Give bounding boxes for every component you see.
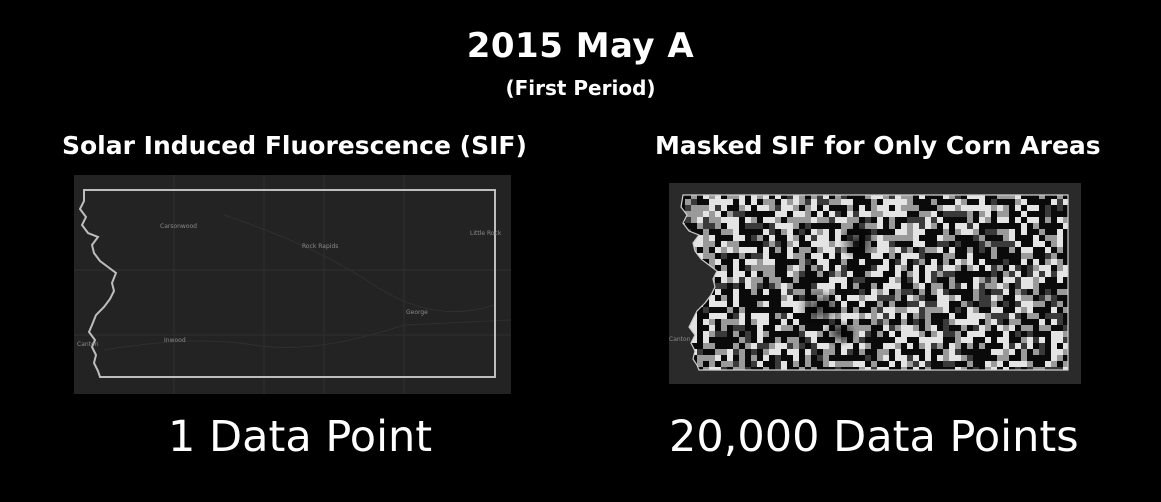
right-data-point-count: 20,000 Data Points xyxy=(669,412,1079,462)
map-label-george: George xyxy=(406,309,428,316)
right-panel-title: Masked SIF for Only Corn Areas xyxy=(655,131,1101,160)
map-label-canton: Canton xyxy=(77,341,99,348)
map-label-inwood: Inwood xyxy=(164,337,186,344)
masked-sif-map-graphic: Canton xyxy=(669,194,1069,371)
left-data-point-count: 1 Data Point xyxy=(168,412,433,462)
sif-map-graphic: Carsonwood Rock Rapids Little Rock Georg… xyxy=(74,175,511,394)
map-label-little-rock: Little Rock xyxy=(470,230,502,237)
map-label-rock-rapids: Rock Rapids xyxy=(302,243,338,250)
map-label-carsonwood: Carsonwood xyxy=(160,223,197,230)
sif-county-map: Carsonwood Rock Rapids Little Rock Georg… xyxy=(74,175,511,394)
masked-sif-corn-map: Canton xyxy=(669,183,1081,384)
page-subtitle: (First Period) xyxy=(505,76,656,100)
left-panel-title: Solar Induced Fluorescence (SIF) xyxy=(62,131,527,160)
page-title: 2015 May A xyxy=(466,26,695,66)
map-label-canton: Canton xyxy=(669,336,691,343)
